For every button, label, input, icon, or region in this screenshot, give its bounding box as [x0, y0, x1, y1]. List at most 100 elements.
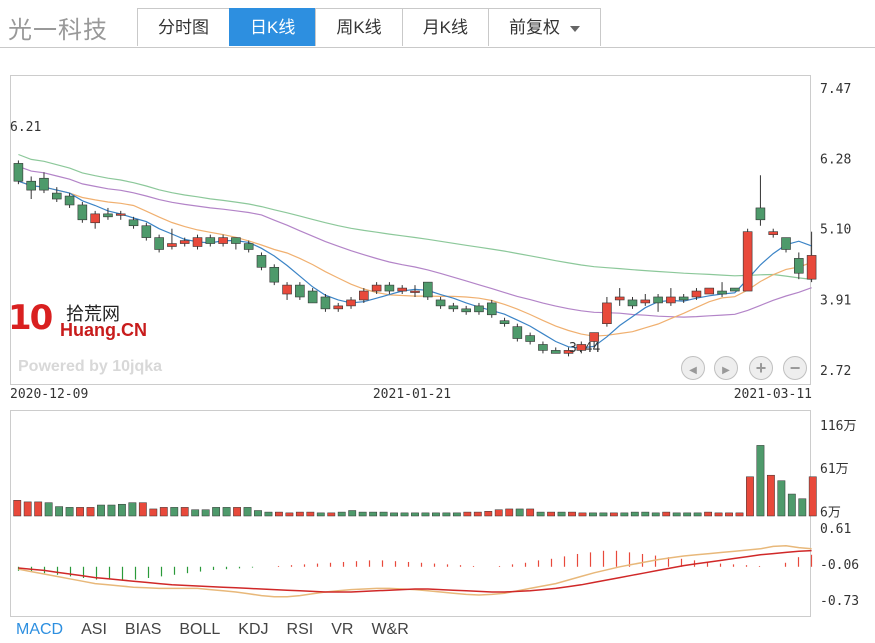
volume-tick-label: 6万 [820, 505, 841, 520]
volume-bar [400, 512, 409, 517]
candle-body [103, 213, 113, 218]
high-price-label: 6.21 [10, 120, 41, 135]
candle-body [167, 243, 177, 247]
candle-body [128, 219, 139, 227]
macd-tick-label: -0.73 [820, 594, 859, 609]
tab-weekly-k[interactable]: 周K线 [315, 8, 403, 46]
volume-bar [725, 512, 733, 517]
volume-bar [149, 508, 158, 517]
volume-bar [693, 512, 702, 517]
volume-bar [243, 507, 252, 517]
candle-body [717, 290, 727, 295]
candle-body [730, 287, 740, 292]
candle-body [397, 287, 407, 292]
volume-bar [787, 493, 796, 517]
volume-tick-label: 116万 [820, 419, 856, 434]
volume-bar [86, 507, 95, 517]
volume-bar [180, 507, 189, 517]
volume-bar [704, 511, 713, 517]
candle-body [205, 237, 216, 244]
volume-bar [55, 506, 64, 517]
candle-body [115, 213, 126, 216]
low-price-label: 3.44 [569, 341, 600, 356]
candle-body [423, 281, 433, 298]
price-tick-label: 6.28 [820, 153, 851, 168]
volume-bar [526, 508, 535, 517]
volume-bar [756, 445, 765, 517]
candle-body [90, 213, 100, 224]
price-panel [10, 75, 811, 385]
tab-monthly-k[interactable]: 月K线 [401, 8, 490, 46]
indicator-kdj[interactable]: KDJ [238, 621, 269, 638]
indicator-bias[interactable]: BIAS [124, 621, 162, 638]
candle-body [256, 255, 267, 268]
candle-body [179, 240, 190, 244]
volume-bar [348, 510, 357, 517]
candle-body [371, 284, 382, 292]
tab-adjust-dropdown[interactable]: 前复权 [488, 8, 602, 46]
volume-bar [76, 507, 84, 517]
tab-daily-k[interactable]: 日K线 [229, 8, 317, 46]
candle-body [768, 231, 779, 235]
candle-body [231, 237, 241, 244]
volume-bar [432, 512, 440, 517]
candle-body [39, 177, 49, 191]
zoom-in-button[interactable]: + [749, 356, 773, 380]
volume-bar [620, 512, 629, 517]
zoom-out-button[interactable]: − [783, 356, 807, 380]
candle-body [781, 237, 791, 250]
volume-bar [557, 511, 566, 517]
volume-bar [536, 511, 545, 517]
candle-body [410, 290, 420, 293]
volume-bar [358, 511, 367, 517]
volume-bar [777, 480, 786, 517]
volume-bar [275, 511, 283, 517]
chevron-right-icon: ▶ [722, 365, 730, 376]
stock-name: 光一科技 [8, 18, 108, 44]
candle-body [512, 326, 523, 339]
price-tick-label: 5.10 [820, 223, 851, 238]
volume-bar [233, 507, 241, 517]
price-tick-label: 2.72 [820, 364, 851, 379]
volume-bar [285, 512, 294, 517]
tab-intraday[interactable]: 分时图 [137, 8, 230, 46]
volume-bar [672, 512, 681, 517]
volume-bar [23, 501, 32, 517]
price-tick-label: 7.47 [820, 82, 851, 97]
volume-bar [201, 509, 210, 517]
indicator-boll[interactable]: BOLL [179, 621, 221, 638]
prev-button[interactable]: ◀ [681, 356, 705, 380]
candle-body [13, 163, 24, 182]
volume-bar [128, 502, 137, 517]
indicator-asi[interactable]: ASI [81, 621, 107, 638]
volume-tick-label: 61万 [820, 462, 849, 477]
volume-bar [254, 510, 262, 517]
indicator-wr[interactable]: W&R [371, 621, 409, 638]
candle-body [77, 204, 88, 221]
indicator-macd[interactable]: MACD [16, 621, 64, 638]
price-tick-label: 3.91 [820, 293, 851, 308]
date-label: 2021-03-11 [734, 387, 812, 402]
candle-body [640, 299, 651, 304]
volume-bar [107, 504, 116, 517]
indicator-rsi[interactable]: RSI [286, 621, 314, 638]
candle-body [666, 296, 676, 304]
volume-bar [683, 512, 692, 517]
volume-bar [170, 507, 179, 517]
candle-body [282, 284, 292, 295]
volume-bar [599, 512, 608, 517]
volume-bar [463, 511, 472, 517]
watermark-site-cn: 拾荒网 [66, 304, 120, 324]
volume-bar [798, 498, 807, 517]
candle-body [576, 344, 587, 351]
volume-bar [222, 507, 231, 517]
candle-body [269, 266, 280, 283]
candle-body [653, 296, 663, 304]
watermark-logo: 10 [8, 298, 53, 338]
next-button[interactable]: ▶ [714, 356, 738, 380]
volume-bar [746, 476, 754, 517]
candle-body [384, 284, 395, 292]
candle-body [448, 305, 459, 310]
candle-body [461, 308, 471, 313]
indicator-vr[interactable]: VR [331, 621, 354, 638]
